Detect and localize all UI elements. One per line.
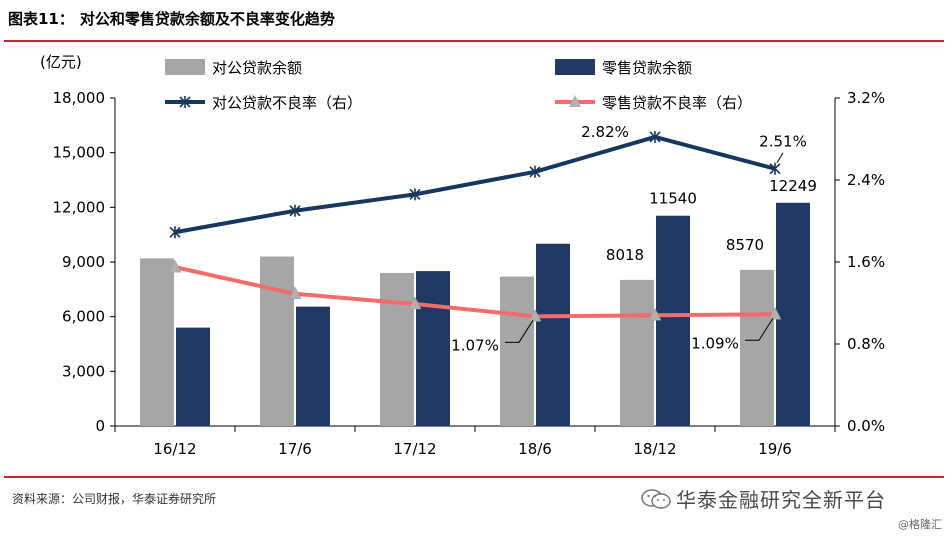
x-tick-label: 16/12: [153, 440, 196, 458]
watermark: @格隆汇: [898, 518, 942, 531]
bar-corporate: [620, 279, 654, 426]
bar-data-label: 8570: [726, 236, 764, 254]
bar-data-label: 8018: [606, 246, 644, 264]
leader-line: [505, 320, 534, 343]
right-tick-label: 0.0%: [847, 417, 885, 435]
x-tick-label: 19/6: [758, 440, 792, 458]
wechat-icon: [641, 489, 671, 509]
chart: 0 3,000 6,000 9,000 12,000 15,000 18,000 (亿元) 0.…: [40, 53, 885, 458]
legend-swatch: [165, 59, 205, 75]
right-tick-label: 1.6%: [847, 253, 885, 271]
right-tick-label: 2.4%: [847, 171, 885, 189]
figure-number: 图表11：: [8, 10, 74, 28]
legend-label: 对公贷款余额: [212, 59, 302, 77]
line-data-label: 1.09%: [691, 334, 739, 352]
marker-triangle: [288, 286, 302, 300]
x-tick-label: 17/6: [278, 440, 312, 458]
bar-retail: [296, 306, 330, 426]
line-data-label: 1.07%: [451, 336, 499, 354]
figure-title: 图表11： 对公和零售贷款余额及不良率变化趋势: [8, 8, 335, 29]
line-data-label: 2.82%: [581, 123, 629, 141]
bar-retail: [416, 271, 450, 426]
line-retail-npl: [174, 265, 776, 319]
bar-retail: [656, 215, 690, 426]
leader-line: [776, 152, 784, 163]
left-tick-label: 9,000: [62, 253, 105, 271]
marker-triangle: [408, 296, 422, 310]
marker-star: [529, 165, 541, 178]
source-note: 资料来源：公司财报，华泰证券研究所: [12, 492, 217, 506]
leader-line: [745, 318, 774, 341]
bar-corporate: [380, 272, 414, 426]
marker-triangle: [648, 307, 662, 321]
marker-star: [169, 226, 181, 239]
legend-label: 对公贷款不良率（右）: [212, 94, 362, 112]
marker-triangle: [768, 306, 782, 320]
top-divider: [4, 40, 944, 42]
legend-label: 零售贷款余额: [602, 59, 692, 77]
legend-label: 零售贷款不良率（右）: [602, 94, 752, 112]
left-tick-label: 3,000: [62, 362, 105, 380]
left-tick-label: 12,000: [53, 198, 106, 216]
bottom-divider: [4, 476, 944, 478]
marker-star: [409, 188, 421, 201]
bar-corporate: [260, 256, 294, 426]
bar-retail: [536, 243, 570, 426]
left-tick-label: 6,000: [62, 308, 105, 326]
bar-data-label: 12249: [769, 177, 817, 195]
legend-marker-star: [179, 96, 191, 108]
brand-text: 华泰金融研究全新平台: [676, 488, 886, 512]
marker-star: [769, 162, 781, 175]
marker-star: [289, 204, 301, 217]
bar-corporate: [140, 258, 174, 426]
legend-marker-triangle: [569, 95, 581, 107]
figure-title-text: 对公和零售贷款余额及不良率变化趋势: [79, 10, 335, 28]
x-tick-label: 18/12: [633, 440, 676, 458]
x-tick-label: 17/12: [393, 440, 436, 458]
marker-star: [649, 130, 661, 143]
right-tick-label: 3.2%: [847, 89, 885, 107]
legend-swatch: [555, 59, 595, 75]
marker-triangle: [168, 259, 182, 273]
line-corporate-npl: [174, 134, 776, 235]
line-data-label: 2.51%: [759, 133, 807, 151]
marker-triangle: [528, 308, 542, 322]
x-tick-label: 18/6: [518, 440, 552, 458]
brand-footer: 华泰金融研究全新平台: [640, 484, 886, 513]
left-tick-label: 15,000: [53, 144, 106, 162]
bar-retail: [176, 327, 210, 426]
right-tick-label: 0.8%: [847, 335, 885, 353]
left-tick-label: 0: [95, 417, 105, 435]
bar-corporate: [740, 269, 774, 426]
left-axis-unit: (亿元): [40, 53, 82, 71]
left-tick-label: 18,000: [53, 89, 106, 107]
bar-data-label: 11540: [649, 190, 697, 208]
bar-retail: [776, 202, 810, 426]
bar-corporate: [500, 276, 534, 426]
